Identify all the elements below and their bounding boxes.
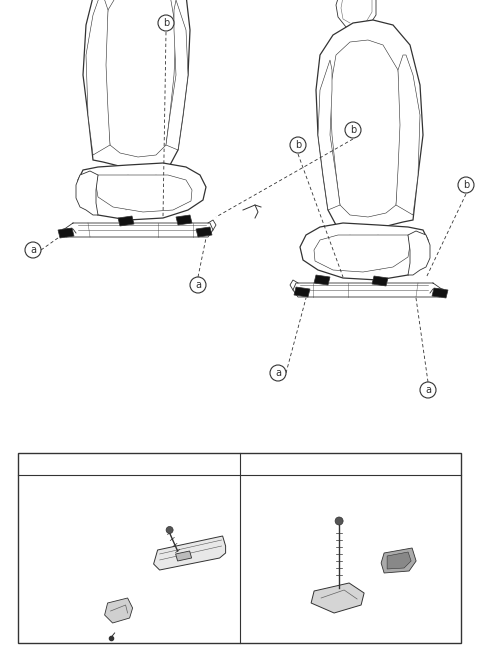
- Polygon shape: [314, 235, 410, 272]
- Circle shape: [158, 15, 174, 31]
- Text: b: b: [350, 125, 356, 135]
- Polygon shape: [105, 598, 132, 623]
- Text: a: a: [29, 459, 35, 469]
- Circle shape: [25, 242, 41, 258]
- Text: 88569: 88569: [424, 549, 453, 557]
- Circle shape: [166, 526, 173, 534]
- Text: b: b: [463, 180, 469, 190]
- Polygon shape: [83, 0, 190, 170]
- Text: 88568B: 88568B: [424, 570, 459, 580]
- Polygon shape: [336, 0, 376, 27]
- Polygon shape: [176, 215, 192, 225]
- Text: a: a: [195, 280, 201, 290]
- Polygon shape: [196, 227, 212, 237]
- Text: a: a: [30, 245, 36, 255]
- Polygon shape: [432, 288, 448, 298]
- Polygon shape: [86, 0, 110, 155]
- Circle shape: [458, 177, 474, 193]
- Polygon shape: [176, 551, 192, 561]
- Polygon shape: [311, 583, 364, 613]
- Text: 1125KH: 1125KH: [324, 509, 360, 517]
- Polygon shape: [387, 552, 411, 569]
- Text: a: a: [275, 368, 281, 378]
- Polygon shape: [381, 548, 416, 573]
- Polygon shape: [318, 60, 340, 210]
- Polygon shape: [78, 163, 206, 220]
- Circle shape: [420, 382, 436, 398]
- FancyBboxPatch shape: [18, 453, 461, 643]
- Text: b: b: [295, 140, 301, 150]
- Polygon shape: [76, 171, 98, 215]
- Circle shape: [345, 122, 361, 138]
- Polygon shape: [316, 20, 423, 230]
- Circle shape: [245, 456, 262, 472]
- Polygon shape: [300, 223, 428, 280]
- Circle shape: [335, 517, 343, 525]
- Polygon shape: [330, 40, 403, 217]
- Polygon shape: [314, 275, 330, 285]
- Circle shape: [270, 365, 286, 381]
- Polygon shape: [372, 276, 388, 286]
- Polygon shape: [58, 228, 74, 238]
- Polygon shape: [396, 55, 420, 215]
- Polygon shape: [154, 536, 226, 570]
- Text: 88561A: 88561A: [100, 532, 134, 540]
- Circle shape: [24, 456, 40, 472]
- Text: 88566: 88566: [424, 559, 453, 569]
- Polygon shape: [166, 0, 188, 150]
- Circle shape: [190, 277, 206, 293]
- Polygon shape: [294, 287, 310, 297]
- Polygon shape: [96, 175, 192, 212]
- Polygon shape: [408, 231, 430, 275]
- Text: 1125KH: 1125KH: [97, 513, 132, 522]
- Polygon shape: [103, 0, 176, 157]
- Circle shape: [290, 137, 306, 153]
- Polygon shape: [118, 216, 134, 226]
- Text: 1249GB: 1249GB: [60, 607, 96, 615]
- Text: b: b: [251, 459, 257, 469]
- Text: b: b: [163, 18, 169, 28]
- Text: a: a: [425, 385, 431, 395]
